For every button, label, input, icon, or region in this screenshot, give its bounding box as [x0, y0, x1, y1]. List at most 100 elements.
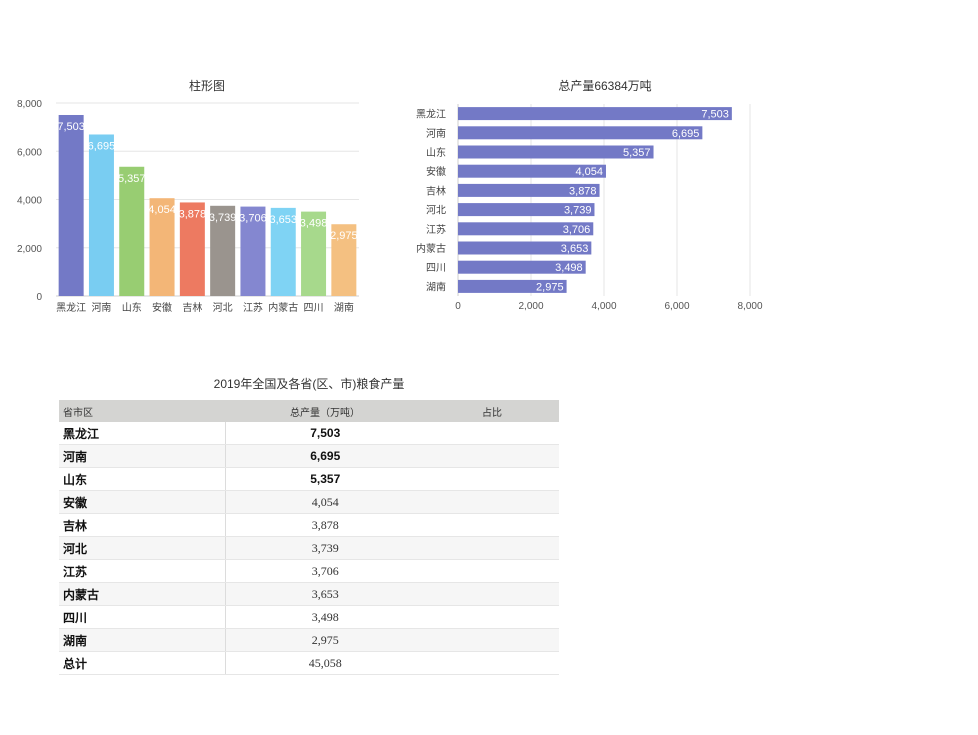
- output-cell: 45,058: [225, 651, 425, 675]
- bar-value-label: 5,357: [623, 147, 651, 159]
- output-cell: 3,739: [225, 536, 425, 560]
- column-header-output: 总产量（万吨）: [225, 400, 425, 422]
- share-cell: [425, 651, 559, 675]
- col-bar-value-label: 3,706: [239, 213, 267, 225]
- output-cell: 3,706: [225, 559, 425, 583]
- bar-bar: [458, 203, 595, 217]
- bar-y-tick-label: 四川: [426, 263, 446, 274]
- bar-value-label: 3,878: [569, 185, 597, 197]
- share-cell: [425, 490, 559, 514]
- region-cell: 安徽: [59, 490, 226, 514]
- share-cell: [425, 513, 559, 537]
- bar-value-label: 2,975: [536, 281, 564, 293]
- col-bar-value-label: 3,653: [269, 214, 297, 226]
- bar-y-tick-label: 吉林: [426, 184, 446, 197]
- col-bar: [331, 224, 357, 296]
- region-cell: 河南: [59, 444, 226, 468]
- bar-value-label: 6,695: [672, 128, 700, 140]
- bar-bar: [458, 145, 654, 159]
- region-cell: 四川: [59, 605, 226, 629]
- col-bar-value-label: 5,357: [118, 173, 146, 185]
- col-x-tick-label: 黑龙江: [56, 301, 86, 314]
- bar-bar: [458, 126, 703, 140]
- bar-y-tick-label: 山东: [426, 146, 446, 159]
- share-cell: [425, 467, 559, 491]
- col-x-tick-label: 山东: [122, 301, 142, 314]
- bar-y-tick-label: 河南: [426, 127, 446, 140]
- col-bar: [58, 114, 84, 296]
- region-cell: 总计: [59, 651, 226, 675]
- bar-y-tick-label: 江苏: [426, 223, 446, 236]
- col-bar: [240, 206, 266, 296]
- table-row: 总计 45,058: [59, 651, 559, 675]
- output-cell: 7,503: [225, 422, 425, 445]
- bar-y-tick-label: 黑龙江: [416, 108, 446, 121]
- output-cell: 3,653: [225, 582, 425, 606]
- col-bar: [88, 134, 114, 296]
- bar-value-label: 3,653: [561, 243, 589, 255]
- col-x-tick-label: 河南: [91, 301, 111, 314]
- column-header-region: 省市区: [59, 400, 225, 422]
- bar-value-label: 3,706: [563, 224, 591, 236]
- col-bar: [119, 166, 145, 296]
- column-chart-title: 柱形图: [188, 79, 225, 93]
- share-cell: [425, 628, 559, 652]
- region-cell: 湖南: [59, 628, 226, 652]
- bar-value-label: 4,054: [575, 166, 603, 178]
- output-cell: 6,695: [225, 444, 425, 468]
- table-row: 黑龙江 7,503: [59, 422, 559, 445]
- table-title: 2019年全国及各省(区、市)粮食产量: [213, 377, 405, 391]
- col-x-tick-label: 湖南: [334, 301, 354, 314]
- table-row: 山东 5,357: [59, 467, 559, 491]
- bar-value-label: 3,739: [564, 205, 592, 217]
- col-bar-value-label: 3,739: [209, 212, 237, 224]
- bar-x-tick-label: 8,000: [737, 301, 762, 312]
- share-cell: [425, 559, 559, 583]
- region-cell: 江苏: [59, 559, 226, 583]
- output-cell: 5,357: [225, 467, 425, 491]
- col-x-tick-label: 江苏: [243, 301, 263, 314]
- bar-bar: [458, 241, 592, 255]
- share-cell: [425, 582, 559, 606]
- share-cell: [425, 422, 559, 445]
- col-bar-value-label: 3,878: [179, 208, 207, 220]
- col-bar: [179, 202, 205, 296]
- production-table: 省市区 总产量（万吨） 占比 黑龙江 7,503 河南 6,695 山东 5,357 安徽 4…: [59, 400, 559, 675]
- col-x-tick-label: 安徽: [152, 301, 172, 314]
- bar-y-tick-label: 安徽: [426, 165, 446, 178]
- bar-bar: [458, 164, 606, 178]
- output-cell: 3,498: [225, 605, 425, 629]
- col-y-tick-label: 2,000: [17, 244, 42, 255]
- region-cell: 黑龙江: [59, 422, 226, 445]
- col-bar: [270, 207, 296, 296]
- table-row: 安徽 4,054: [59, 490, 559, 514]
- bar-bar: [458, 107, 732, 121]
- bar-x-tick-label: 0: [455, 301, 461, 312]
- col-y-tick-label: 4,000: [17, 196, 42, 207]
- col-bar-value-label: 6,695: [88, 140, 116, 152]
- output-cell: 3,878: [225, 513, 425, 537]
- bar-bar: [458, 222, 594, 236]
- table-row: 内蒙古 3,653: [59, 582, 559, 606]
- share-cell: [425, 605, 559, 629]
- table-row: 吉林 3,878: [59, 513, 559, 537]
- share-cell: [425, 536, 559, 560]
- output-cell: 2,975: [225, 628, 425, 652]
- region-cell: 吉林: [59, 513, 226, 537]
- col-bar-value-label: 4,054: [148, 204, 176, 216]
- bar-x-tick-label: 2,000: [518, 301, 543, 312]
- col-x-tick-label: 吉林: [182, 301, 202, 314]
- bar-chart-title: 总产量66384万吨: [558, 79, 652, 93]
- table-row: 江苏 3,706: [59, 559, 559, 583]
- column-header-share: 占比: [425, 400, 559, 422]
- bar-bar: [458, 260, 586, 274]
- col-bar: [301, 211, 327, 296]
- table-header-row: 省市区 总产量（万吨） 占比: [59, 400, 559, 422]
- col-y-tick-label: 6,000: [17, 147, 42, 158]
- share-cell: [425, 444, 559, 468]
- col-bar: [210, 205, 236, 296]
- bar-bar: [458, 183, 600, 197]
- table-row: 河南 6,695: [59, 444, 559, 468]
- bar-value-label: 3,498: [555, 262, 583, 274]
